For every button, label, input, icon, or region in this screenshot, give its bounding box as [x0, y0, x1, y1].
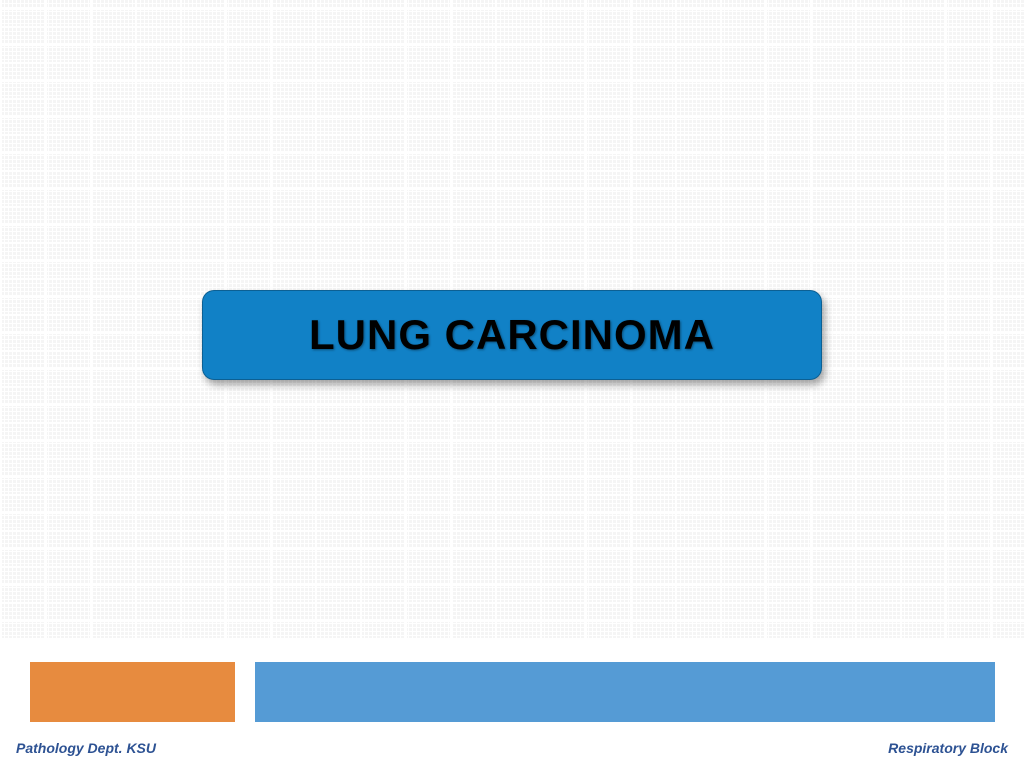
- title-banner: LUNG CARCINOMA: [202, 290, 822, 380]
- decorative-bars: [0, 662, 1024, 722]
- slide-footer: Pathology Dept. KSU Respiratory Block: [0, 732, 1024, 756]
- slide-title: LUNG CARCINOMA: [309, 311, 715, 359]
- footer-left-text: Pathology Dept. KSU: [16, 740, 156, 756]
- accent-bar-blue: [255, 662, 995, 722]
- footer-right-text: Respiratory Block: [888, 740, 1008, 756]
- accent-bar-orange: [30, 662, 235, 722]
